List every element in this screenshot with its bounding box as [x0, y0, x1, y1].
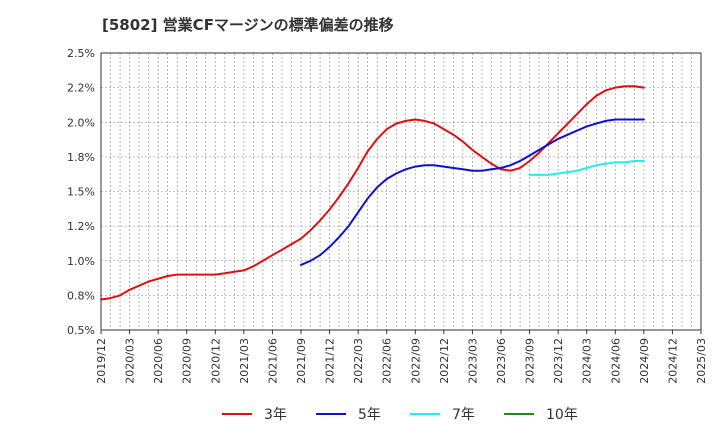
y-tick-label: 2.2% — [67, 82, 95, 95]
y-axis: 0.5% 0.8% 1.0% 1.2% 1.5% 1.8% 2.0% 2.2% 2.5% — [67, 47, 95, 337]
x-tick-label: 2021/03 — [238, 338, 251, 384]
legend-label-5年: 5年 — [358, 407, 381, 423]
y-tick-label: 1.2% — [67, 220, 95, 233]
legend-label-7年: 7年 — [452, 407, 475, 423]
y-tick-label: 1.5% — [67, 186, 95, 199]
legend: 3年 5年 7年 10年 — [222, 407, 578, 423]
x-tick-label: 2022/06 — [381, 338, 394, 384]
legend-label-10年: 10年 — [546, 407, 578, 423]
x-tick-label: 2024/06 — [609, 338, 622, 384]
x-tick-label: 2023/06 — [495, 338, 508, 384]
x-tick-label: 2024/03 — [581, 338, 594, 384]
x-tick-label: 2024/12 — [666, 338, 679, 384]
legend-label-3年: 3年 — [264, 407, 287, 423]
x-tick-label: 2024/09 — [638, 338, 651, 384]
series-line-7年 — [528, 160, 645, 176]
x-tick-label: 2023/09 — [524, 338, 537, 384]
plot-border — [100, 52, 702, 331]
x-tick-label: 2023/03 — [466, 338, 479, 384]
y-tick-label: 0.5% — [67, 324, 95, 337]
series-lines — [100, 85, 645, 301]
x-tick-label: 2019/12 — [95, 338, 108, 384]
x-axis: 2019/12 2020/03 2020/06 2020/09 2020/12 2021/… — [95, 330, 708, 384]
chart-title: [5802] 営業CFマージンの標準偏差の推移 — [102, 16, 394, 34]
y-tick-label: 2.5% — [67, 47, 95, 60]
x-tick-label: 2021/06 — [266, 338, 279, 384]
series-line-5年 — [300, 118, 645, 266]
x-tick-label: 2022/09 — [409, 338, 422, 384]
y-tick-label: 0.8% — [67, 289, 95, 302]
x-tick-label: 2022/12 — [438, 338, 451, 384]
x-tick-label: 2022/03 — [352, 338, 365, 384]
y-tick-label: 1.8% — [67, 151, 95, 164]
x-tick-label: 2020/09 — [181, 338, 194, 384]
x-tick-label: 2020/06 — [152, 338, 165, 384]
x-tick-label: 2025/03 — [695, 338, 708, 384]
x-tick-label: 2020/12 — [209, 338, 222, 384]
y-tick-label: 1.0% — [67, 255, 95, 268]
x-tick-label: 2021/09 — [295, 338, 308, 384]
x-tick-label: 2023/12 — [552, 338, 565, 384]
x-tick-label: 2021/12 — [324, 338, 337, 384]
series-line-3年 — [100, 85, 645, 301]
x-tick-label: 2020/03 — [124, 338, 137, 384]
y-tick-label: 2.0% — [67, 116, 95, 129]
